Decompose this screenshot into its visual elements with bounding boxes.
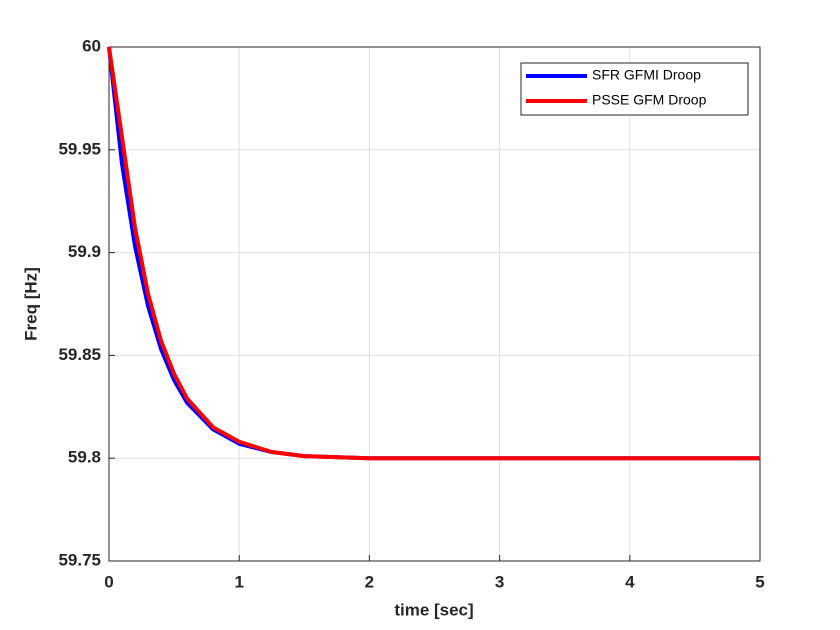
y-tick-label: 59.95 [58, 139, 101, 158]
plot-area [109, 47, 760, 561]
x-tick-label: 0 [104, 572, 113, 591]
y-tick-label: 59.9 [68, 242, 101, 261]
y-tick-label: 60 [82, 36, 101, 55]
legend-label: SFR GFMI Droop [592, 67, 701, 83]
legend-label: PSSE GFM Droop [592, 92, 707, 108]
y-tick-label: 59.75 [58, 550, 101, 569]
axes-box [108, 46, 761, 562]
y-tick-label: 59.8 [68, 448, 101, 467]
y-axis-label: Freq [Hz] [21, 267, 40, 341]
y-tick-label: 59.85 [58, 345, 101, 364]
x-tick-label: 1 [234, 572, 243, 591]
x-axis-label: time [sec] [394, 600, 473, 619]
legend-box [520, 62, 749, 116]
x-tick-label: 2 [365, 572, 374, 591]
x-tick-label: 3 [495, 572, 504, 591]
legend: SFR GFMI Droop PSSE GFM Droop [520, 62, 749, 116]
series-line [107, 46, 760, 461]
x-tick-label: 5 [755, 572, 764, 591]
x-tick-label: 4 [625, 572, 635, 591]
